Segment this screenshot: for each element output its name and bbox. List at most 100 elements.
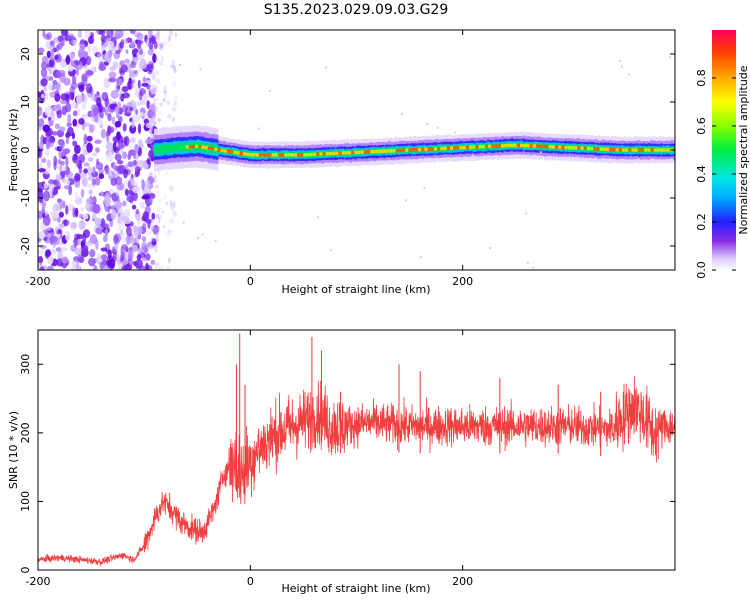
spectrogram-noise-blob xyxy=(165,231,171,238)
spectrogram-ridge-peak xyxy=(319,152,323,156)
spectrogram-noise-blob xyxy=(87,44,92,53)
spectrogram-noise-blob xyxy=(144,205,151,217)
spectrogram-ridge-peak xyxy=(328,151,332,156)
spectrogram-noise-blob xyxy=(163,90,167,94)
spectrogram-noise-blob xyxy=(156,206,161,213)
spectrogram-ridge-cell xyxy=(158,144,162,153)
spectrogram-speck xyxy=(329,249,332,252)
spectrogram-noise-blob xyxy=(150,41,153,45)
spectrogram-noise-blob xyxy=(104,228,109,237)
colorbar-tick-label: 0.8 xyxy=(695,69,708,87)
spectrogram-noise-blob xyxy=(76,234,84,240)
spectrogram-ridge-peak xyxy=(625,148,629,152)
spectrogram-ridge-peak xyxy=(526,144,530,148)
spectrogram-noise-blob xyxy=(38,124,43,131)
spectrogram-ridge-peak xyxy=(558,145,562,149)
spectrogram-noise-blob xyxy=(130,41,135,48)
spectrogram-noise-blob xyxy=(91,45,99,55)
snr-marks xyxy=(38,333,675,566)
spectrogram-noise-blob xyxy=(95,177,101,186)
spectrogram-noise-blob xyxy=(65,205,69,215)
spectrogram-speck xyxy=(400,112,403,115)
spectrogram-ridge-peak xyxy=(653,148,657,152)
spectrogram-noise-blob xyxy=(78,43,86,50)
spectrogram-noise-blob xyxy=(109,219,114,228)
spectrogram-noise-blob xyxy=(68,92,75,100)
spectrogram-noise-blob xyxy=(72,110,78,117)
spectrogram-ridge-peak xyxy=(472,145,476,149)
spectrogram-noise-blob xyxy=(46,159,52,169)
snr-xlabel: Height of straight line (km) xyxy=(281,582,430,595)
spectrogram-noise-blob xyxy=(170,64,175,69)
spectrogram-noise-blob xyxy=(115,30,124,39)
spectrogram-noise-blob xyxy=(154,238,160,242)
spectrogram-noise-blob xyxy=(103,196,112,207)
spectrogram-noise-blob xyxy=(116,160,124,165)
spectrogram-noise-blob xyxy=(76,94,83,105)
spectrogram-noise-blob xyxy=(63,179,71,185)
spectrogram-noise-blob xyxy=(136,101,142,107)
spectrogram-speck xyxy=(404,199,407,202)
spectrogram-ridge-peak xyxy=(236,151,240,155)
spectrogram-noise-blob xyxy=(39,197,44,204)
spectrogram-speck xyxy=(454,131,457,134)
spectrogram-ridge-peak xyxy=(207,146,211,150)
spectrogram-ridge-peak xyxy=(580,146,584,150)
spectrogram-noise-blob xyxy=(136,32,144,41)
spectrogram-speck xyxy=(628,73,631,76)
spectrogram-noise-blob xyxy=(136,39,142,50)
spectrogram-ridge-peak xyxy=(602,147,606,151)
spectrogram-ridge-peak xyxy=(545,144,549,149)
spectrogram-ridge-peak xyxy=(252,153,256,157)
spectrogram-noise-blob xyxy=(169,185,174,192)
spectrogram-noise-blob xyxy=(85,55,92,66)
spectrogram-noise-blob xyxy=(128,149,137,156)
spectrogram-noise-blob xyxy=(67,65,74,72)
spectrogram-ridge-peak xyxy=(389,149,393,153)
spectrogram-speck xyxy=(539,151,542,154)
spectrogram-noise-blob xyxy=(83,168,88,174)
spectrogram-ridge-peak xyxy=(449,146,453,150)
spectrogram-noise-blob xyxy=(141,242,146,251)
snr-xtick-label: 200 xyxy=(452,575,473,588)
spectrogram-noise-blob xyxy=(121,244,128,251)
spectrogram-noise-blob xyxy=(38,47,45,54)
spectrogram-noise-blob xyxy=(114,120,122,128)
spectrogram-ridge-peak xyxy=(634,148,638,152)
spectrogram-noise-blob xyxy=(172,116,175,123)
spectrogram-noise-blob xyxy=(165,201,168,206)
spectrogram-noise-blob xyxy=(107,112,112,122)
spectrogram-speck xyxy=(182,221,185,224)
spectrogram-ridge-peak xyxy=(255,153,259,157)
spectrogram-ridge-peak xyxy=(306,152,310,157)
spectrogram-noise-blob xyxy=(152,113,157,120)
spectrogram-ridge-peak xyxy=(497,144,501,148)
spectrogram-ridge-peak xyxy=(631,148,635,152)
spectrogram-ridge-peak xyxy=(392,149,396,153)
spectrogram-noise-blob xyxy=(156,221,159,227)
spectrogram-ridge-peak xyxy=(574,146,578,150)
spectrogram-noise-blob xyxy=(167,257,171,264)
spectrogram-noise-blob xyxy=(67,204,75,211)
spectrogram-noise-blob xyxy=(87,165,92,177)
spectrogram-noise-blob xyxy=(92,166,96,174)
spectrogram-noise-blob xyxy=(74,60,81,66)
spectrogram-noise-blob xyxy=(72,140,78,147)
spectrogram-noise-blob xyxy=(157,44,161,49)
spectrogram-noise-blob xyxy=(169,30,174,37)
spectrogram-ridge-peak xyxy=(265,153,269,157)
spectrogram-noise-blob xyxy=(171,219,175,225)
spectrogram-ridge-peak xyxy=(510,143,514,148)
spectrogram-noise-blob xyxy=(110,89,119,99)
spectrogram-noise-blob xyxy=(107,40,115,49)
spectrogram-noise-blob xyxy=(61,200,66,209)
spectrogram-noise-blob xyxy=(171,107,177,112)
spectrogram-ridge-peak xyxy=(446,146,450,150)
spectrogram-noise-blob xyxy=(140,144,144,149)
spectrogram-noise-blob xyxy=(170,43,173,48)
spectrogram-noise-blob xyxy=(39,244,47,249)
spectrogram-noise-blob xyxy=(153,77,158,83)
spectrogram-noise-blob xyxy=(113,233,122,243)
spectrogram-noise-blob xyxy=(92,178,96,186)
spectrogram-noise-blob xyxy=(130,78,137,89)
